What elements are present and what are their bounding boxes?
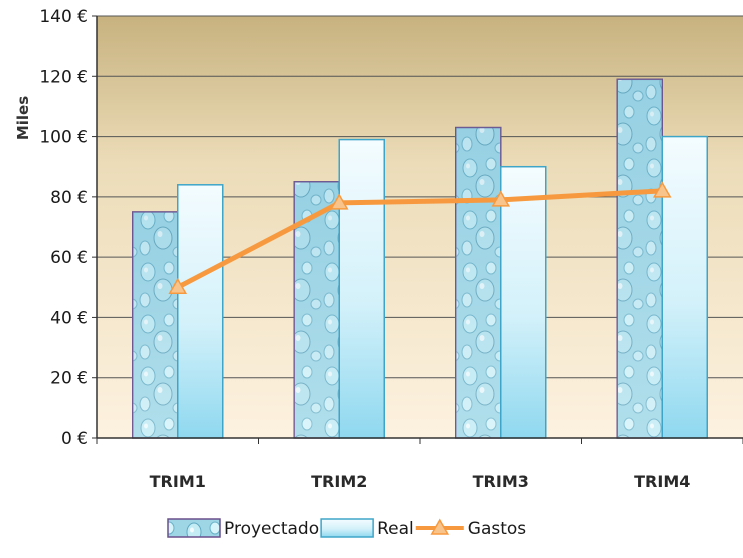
legend-label: Real	[377, 519, 414, 539]
bar-real	[177, 184, 224, 439]
gastos-marker	[652, 181, 672, 198]
y-tick-label: 60 €	[50, 248, 88, 268]
legend-label: Gastos	[468, 519, 527, 539]
gastos-line	[175, 188, 665, 290]
legend-swatch-gastos-marker	[430, 518, 450, 535]
legend-label: Proyectado	[224, 519, 319, 539]
legend-swatch-proyectado	[167, 518, 221, 538]
x-category-label: TRIM1	[150, 472, 206, 491]
bar-proyectado-shade	[132, 211, 178, 438]
axes	[96, 16, 743, 444]
y-axis-ticks: 0 € 20 € 40 € 60 € 80 € 100 € 120 € 140 €	[39, 7, 97, 449]
legend-swatch-real	[320, 518, 374, 538]
legend: Proyectado Real Gastos	[167, 518, 527, 539]
bar-real	[338, 138, 385, 439]
bar-proyectado-shade	[455, 127, 501, 439]
y-tick-label: 0 €	[61, 429, 88, 449]
gastos-marker	[491, 190, 511, 207]
y-tick-label: 20 €	[50, 369, 88, 389]
x-category-label: TRIM2	[311, 472, 367, 491]
bar-real	[661, 135, 708, 439]
y-axis-title: Miles	[14, 96, 32, 140]
y-tick-label: 100 €	[39, 128, 88, 148]
x-category-label: TRIM3	[473, 472, 529, 491]
bar-real	[500, 165, 547, 439]
gastos-marker	[329, 193, 349, 210]
x-axis-labels: TRIM1 TRIM2 TRIM3 TRIM4	[150, 472, 691, 491]
y-tick-label: 120 €	[39, 67, 88, 87]
bar-proyectado-shade	[617, 79, 663, 439]
bars	[132, 78, 708, 439]
y-tick-label: 140 €	[39, 7, 88, 27]
x-category-label: TRIM4	[634, 472, 690, 491]
gastos-line-series	[168, 181, 672, 295]
y-tick-label: 40 €	[50, 308, 88, 328]
y-tick-label: 80 €	[50, 188, 88, 208]
gastos-marker	[168, 277, 188, 295]
